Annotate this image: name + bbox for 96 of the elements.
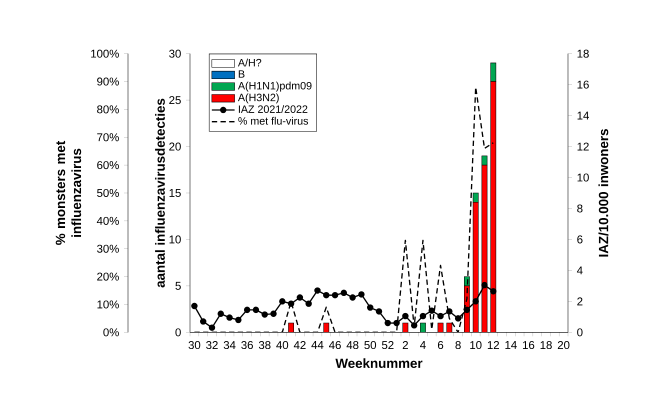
legend-label: A/H?	[238, 58, 262, 66]
x-tick-label: 12	[488, 341, 500, 349]
x-tick-label: 32	[206, 341, 218, 350]
point	[340, 290, 348, 296]
point	[191, 302, 198, 310]
y3-tick-label: 10%	[97, 300, 119, 308]
legend-label: % met flu-virus	[238, 116, 308, 125]
bar	[288, 322, 294, 332]
y2-tick-label: 6	[577, 235, 583, 244]
y2-tick-label: 2	[577, 297, 582, 306]
x-tick-label: 40	[276, 341, 288, 350]
y2-tick-label: 10	[578, 174, 589, 182]
point	[358, 291, 365, 298]
y3-tick-label: 100%	[91, 50, 119, 58]
x-tick-label: 6	[438, 341, 444, 350]
point	[200, 318, 206, 325]
point	[262, 311, 268, 318]
x-tick-label: 46	[328, 341, 341, 350]
x-tick-label: 8	[455, 341, 461, 350]
point	[420, 312, 426, 320]
point	[252, 306, 260, 314]
y3-tick-label: 90%	[97, 78, 119, 86]
x-tick-label: 4	[420, 341, 426, 349]
point	[490, 288, 496, 294]
x-tick-label: 44	[311, 341, 324, 349]
point	[464, 306, 470, 314]
y2-axis-title: IAZ/10.000 inwoners	[598, 129, 608, 257]
y-axis-title: aantal influenzavirusdetecties	[155, 98, 165, 288]
y3-tick-label: 0%	[103, 328, 119, 336]
x-tick-label: 18	[540, 341, 552, 350]
point	[367, 304, 374, 311]
point	[218, 310, 224, 317]
point	[376, 308, 382, 315]
point	[244, 306, 250, 314]
x-tick-label: 10	[470, 341, 482, 350]
point	[314, 287, 321, 294]
point	[208, 324, 216, 331]
y2-tick-label: 12	[578, 142, 589, 151]
point	[235, 316, 242, 324]
y2-tick-label: 0	[577, 328, 583, 336]
y2-tick-label: 18	[578, 50, 589, 58]
point	[481, 282, 488, 288]
y-tick-label: 20	[169, 142, 181, 151]
x-tick-label: 30	[188, 341, 200, 350]
x-tick-label: 14	[505, 341, 517, 349]
y2-tick-label: 16	[578, 80, 589, 89]
point	[332, 292, 338, 298]
bar	[402, 322, 408, 332]
point	[296, 294, 304, 301]
point	[279, 298, 286, 305]
y2-tick-label: 8	[577, 204, 583, 212]
point	[454, 315, 462, 322]
bar	[438, 322, 444, 332]
x-tick-label: 50	[364, 341, 376, 350]
x-tick-label: 2	[402, 341, 408, 349]
y-tick-label: 30	[169, 50, 181, 58]
point	[305, 300, 312, 307]
x-tick-label: 36	[241, 341, 253, 350]
x-tick-label: 16	[522, 341, 534, 350]
y3-tick-label: 30%	[97, 244, 119, 253]
x-tick-label: 34	[224, 341, 236, 350]
y3-tick-label: 80%	[97, 105, 119, 114]
y3-axis-title: % monsters met influenzavirus	[56, 140, 82, 245]
y-tick-label: 0	[175, 328, 181, 336]
point	[226, 314, 233, 321]
x-tick-label: 42	[294, 341, 306, 349]
point	[402, 312, 409, 320]
y-tick-label: 5	[175, 282, 181, 290]
y2-tick-label: 4	[576, 266, 583, 274]
point	[270, 310, 277, 317]
point	[437, 312, 444, 320]
x-tick-label: 52	[382, 341, 394, 350]
x-axis-title: Weeknummer	[335, 358, 422, 368]
x-tick-label: 48	[346, 341, 358, 350]
x-tick-label: 20	[558, 341, 570, 350]
x-tick-label: 38	[258, 341, 271, 350]
y3-tick-label: 40%	[96, 216, 119, 225]
legend-label: A(H3N2)	[238, 93, 279, 104]
y3-tick-label: 50%	[97, 188, 119, 197]
bar	[482, 156, 488, 166]
point	[446, 308, 453, 315]
y3-tick-label: 20%	[97, 272, 119, 281]
y3-tick-label: 70%	[97, 133, 119, 142]
legend-label: B	[238, 70, 244, 78]
y-tick-label: 25	[169, 96, 181, 104]
y3-tick-label: 60%	[97, 161, 119, 170]
legend-label: IAZ 2021/2022	[238, 105, 308, 113]
y-tick-label: 10	[170, 235, 181, 244]
bar	[323, 322, 330, 332]
point	[349, 294, 356, 301]
point	[472, 298, 479, 305]
point	[323, 292, 330, 298]
legend-label: A(H1N1)pdm09	[238, 82, 312, 92]
y2-tick-label: 14	[578, 112, 589, 120]
y-tick-label: 15	[170, 189, 181, 197]
point	[384, 320, 391, 326]
